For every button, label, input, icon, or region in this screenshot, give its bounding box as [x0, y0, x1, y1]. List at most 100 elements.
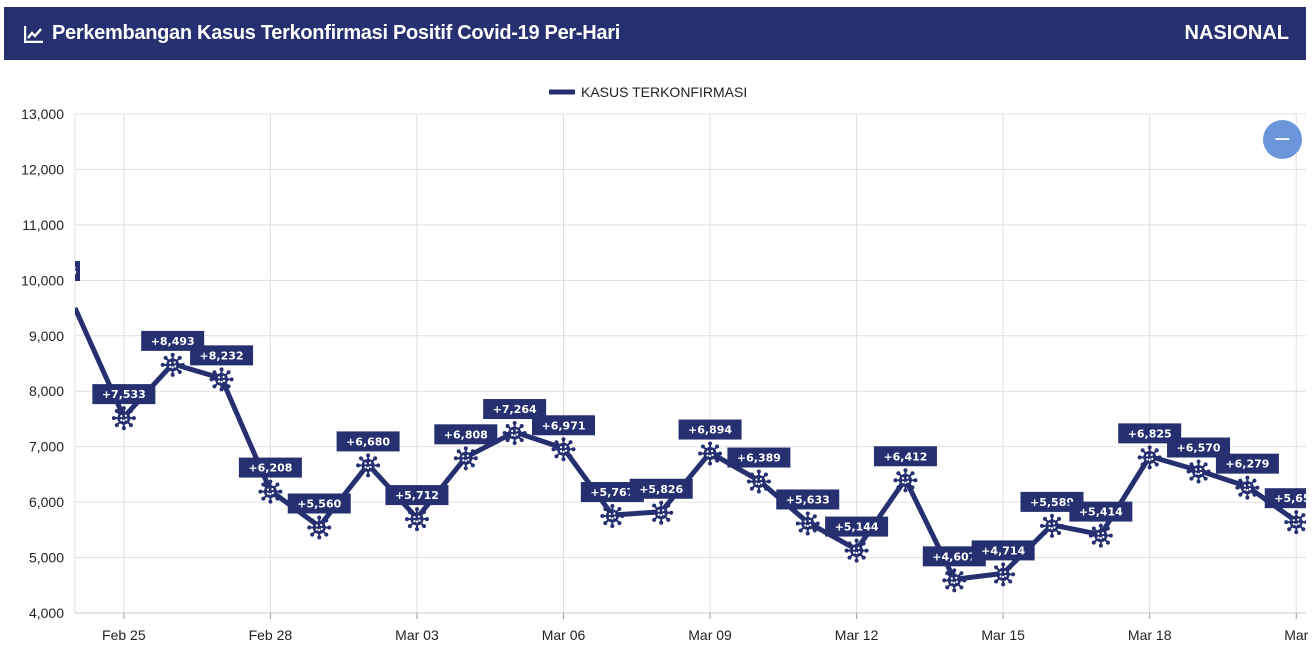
legend: KASUS TERKONFIRMASI: [549, 84, 747, 100]
data-label-text: +5,826: [639, 483, 683, 496]
data-label-text: +5,767: [590, 486, 634, 499]
chart-title: Perkembangan Kasus Terkonfirmasi Positif…: [52, 22, 620, 44]
data-label-text: +6,412: [883, 450, 927, 463]
data-label-box: [385, 485, 449, 506]
legend-label: KASUS TERKONFIRMASI: [581, 84, 747, 100]
x-tick-label: Feb 25: [102, 627, 146, 643]
data-label: +6,894: [678, 419, 742, 440]
zoom-out-icon: −: [1273, 127, 1292, 152]
y-tick-label: 4,000: [29, 605, 64, 621]
data-label-text: +7,264: [493, 403, 537, 416]
data-label-box: [776, 489, 840, 510]
data-label-box: [727, 447, 791, 468]
data-label: +4,607: [922, 546, 986, 567]
data-label-box: [336, 431, 400, 452]
data-label-text: +4,607: [932, 550, 976, 563]
data-label-box: [678, 419, 742, 440]
data-label-text: +8,493: [151, 335, 195, 348]
data-label-box: [1167, 437, 1231, 458]
virus-marker-icon: [746, 469, 771, 494]
data-label: +5,826: [629, 478, 693, 499]
data-label: +5,144: [825, 516, 889, 537]
virus-marker-icon: [991, 562, 1016, 587]
data-label: +6,389: [727, 447, 791, 468]
data-label-box: [1215, 453, 1279, 474]
virus-marker-icon: [404, 507, 429, 532]
data-label-text: +6,894: [688, 424, 732, 437]
data-label: +6,570: [1167, 437, 1231, 458]
data-label-box: [190, 345, 254, 366]
data-label: 5: [69, 261, 80, 281]
data-label-box: [92, 384, 156, 405]
x-tick-label: Mar 12: [835, 627, 879, 643]
data-label-text: +5,589: [1030, 496, 1074, 509]
data-label-text: +6,570: [1177, 442, 1221, 455]
data-label: +6,825: [1118, 423, 1182, 444]
data-label-text: +6,808: [444, 428, 488, 441]
data-label-text: +8,232: [200, 349, 244, 362]
data-label-box: [1264, 488, 1306, 509]
virus-marker-icon: [893, 468, 918, 493]
y-tick-label: 10,000: [21, 272, 64, 288]
data-label-text: +7,533: [102, 388, 146, 401]
data-label-text: +6,208: [248, 462, 292, 475]
data-label-text: +5,712: [395, 489, 439, 502]
virus-marker-icon: [502, 421, 527, 446]
series-line: [75, 307, 1298, 582]
x-tick-label: Mar 09: [688, 627, 732, 643]
data-label-text: +5,414: [1079, 506, 1123, 519]
virus-marker-icon: [1137, 445, 1162, 470]
virus-marker-icon: [795, 511, 820, 536]
virus-marker-icon: [649, 500, 674, 525]
virus-marker-icon: [1040, 513, 1064, 538]
data-label-box: [580, 482, 644, 503]
data-label: +5,414: [1069, 501, 1133, 522]
virus-marker-icon: [209, 367, 234, 392]
data-label-text: +6,825: [1128, 427, 1172, 440]
data-label: +6,680: [336, 431, 400, 452]
y-tick-label: 7,000: [29, 439, 64, 455]
data-label-text: +6,279: [1225, 458, 1269, 471]
data-label: +7,264: [483, 399, 547, 420]
virus-marker-icon: [1235, 475, 1260, 500]
y-tick-label: 12,000: [21, 161, 64, 177]
data-label: +5,656: [1264, 488, 1306, 509]
data-label-box: [75, 261, 80, 281]
data-label: +5,589: [1020, 491, 1084, 512]
x-tick-label: Mar 06: [542, 627, 586, 643]
data-label: +6,208: [238, 457, 302, 478]
y-tick-label: 5,000: [29, 550, 64, 566]
data-label-box: [629, 478, 693, 499]
data-label: +5,560: [287, 493, 351, 514]
data-label-text: +6,971: [541, 419, 585, 432]
x-tick-label: Feb 28: [249, 627, 293, 643]
plot-area: 5 +7,533 +8,493 +8,232 +6,208 +5,560 +6,680 +5,…: [69, 261, 1306, 593]
x-tick-label: Mar 03: [395, 627, 439, 643]
virus-marker-icon: [258, 479, 283, 504]
chart-header: Perkembangan Kasus Terkonfirmasi Positif…: [4, 7, 1306, 60]
data-label: +7,533: [92, 384, 156, 405]
data-label: +8,232: [190, 345, 254, 366]
data-label-box: [483, 399, 547, 420]
data-label-box: [971, 540, 1035, 561]
zoom-out-button[interactable]: −: [1263, 120, 1302, 159]
virus-marker-icon: [1088, 523, 1113, 548]
data-label: +6,971: [532, 415, 595, 436]
virus-marker-icon: [111, 406, 136, 431]
data-label-box: [1020, 491, 1084, 512]
virus-marker-icon: [307, 515, 332, 540]
data-label: +6,279: [1215, 453, 1279, 474]
scope-label: NASIONAL: [1184, 22, 1289, 44]
data-label-text: +5,560: [297, 498, 341, 511]
x-tick-label: Mar 15: [981, 627, 1025, 643]
data-label: +8,493: [141, 330, 205, 351]
data-label-text: 5: [69, 265, 77, 278]
data-label-box: [825, 516, 889, 537]
x-tick-label: Mar: [1284, 627, 1308, 643]
virus-marker-icon: [698, 441, 723, 466]
data-label-text: +6,389: [737, 452, 781, 465]
data-label: +4,714: [971, 540, 1035, 561]
virus-marker-icon: [160, 352, 185, 377]
line-chart-icon: [23, 25, 44, 43]
